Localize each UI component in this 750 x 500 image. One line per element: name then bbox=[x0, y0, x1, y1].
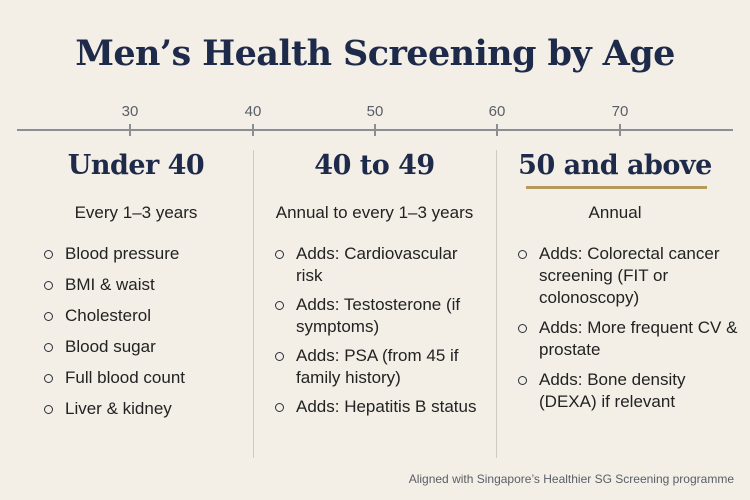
highlight-underline bbox=[526, 186, 707, 189]
list-item-text: Full blood count bbox=[65, 368, 186, 387]
column-frequency: Annual to every 1–3 years bbox=[275, 203, 474, 222]
column-heading: Under 40 bbox=[67, 150, 205, 181]
circle-bullet-icon bbox=[44, 281, 53, 290]
list-item: Blood pressure bbox=[44, 243, 244, 265]
list-item-text: Adds: More frequent CV & prostate bbox=[539, 318, 738, 359]
screening-list: Blood pressure BMI & waist Cholesterol B… bbox=[44, 243, 244, 420]
circle-bullet-icon bbox=[44, 250, 53, 259]
page-title: Men’s Health Screening by Age bbox=[75, 33, 675, 74]
axis-tick-label-60: 60 bbox=[488, 103, 506, 120]
circle-bullet-icon bbox=[518, 376, 527, 385]
list-item: Adds: Hepatitis B status bbox=[275, 396, 487, 418]
footer-note: Aligned with Singapore’s Healthier SG Sc… bbox=[408, 472, 734, 486]
list-item: BMI & waist bbox=[44, 274, 244, 296]
circle-bullet-icon bbox=[518, 250, 527, 259]
list-item: Blood sugar bbox=[44, 336, 244, 358]
column-frequency: Every 1–3 years bbox=[74, 203, 198, 222]
list-item-text: Blood pressure bbox=[65, 244, 180, 263]
list-item-text: Adds: Bone density (DEXA) if relevant bbox=[539, 370, 686, 411]
axis-tick-50 bbox=[374, 124, 376, 136]
list-item-text: Liver & kidney bbox=[65, 399, 172, 418]
axis-tick-40 bbox=[252, 124, 254, 136]
axis-tick-60 bbox=[496, 124, 498, 136]
list-item-text: Adds: Hepatitis B status bbox=[296, 397, 477, 416]
circle-bullet-icon bbox=[44, 343, 53, 352]
list-item-text: Cholesterol bbox=[65, 306, 151, 325]
circle-bullet-icon bbox=[44, 374, 53, 383]
circle-bullet-icon bbox=[275, 352, 284, 361]
axis-tick-70 bbox=[619, 124, 621, 136]
list-item-text: Adds: PSA (from 45 if family history) bbox=[296, 346, 459, 387]
axis-tick-30 bbox=[129, 124, 131, 136]
list-item: Liver & kidney bbox=[44, 398, 244, 420]
list-item: Adds: Colorectal cancer screening (FIT o… bbox=[518, 243, 738, 309]
list-item: Adds: Testosterone (if symptoms) bbox=[275, 294, 487, 338]
screening-list: Adds: Colorectal cancer screening (FIT o… bbox=[518, 243, 738, 413]
circle-bullet-icon bbox=[275, 301, 284, 310]
axis-tick-label-40: 40 bbox=[244, 103, 262, 120]
axis-tick-label-70: 70 bbox=[611, 103, 629, 120]
list-item: Adds: Cardiovascular risk bbox=[275, 243, 487, 287]
list-item: Adds: More frequent CV & prostate bbox=[518, 317, 738, 361]
list-item-text: Adds: Testosterone (if symptoms) bbox=[296, 295, 461, 336]
column-heading: 50 and above bbox=[518, 150, 712, 181]
axis-tick-label-30: 30 bbox=[121, 103, 139, 120]
list-item-text: Adds: Cardiovascular risk bbox=[296, 244, 458, 285]
list-item: Cholesterol bbox=[44, 305, 244, 327]
list-item-text: BMI & waist bbox=[65, 275, 155, 294]
screening-list: Adds: Cardiovascular risk Adds: Testoste… bbox=[275, 243, 487, 418]
list-item: Full blood count bbox=[44, 367, 244, 389]
circle-bullet-icon bbox=[275, 250, 284, 259]
circle-bullet-icon bbox=[44, 312, 53, 321]
circle-bullet-icon bbox=[275, 403, 284, 412]
axis-tick-label-50: 50 bbox=[366, 103, 384, 120]
column-heading: 40 to 49 bbox=[314, 150, 435, 181]
column-divider bbox=[496, 150, 497, 458]
circle-bullet-icon bbox=[518, 324, 527, 333]
list-item-text: Blood sugar bbox=[65, 337, 156, 356]
column-frequency: Annual bbox=[588, 203, 642, 222]
circle-bullet-icon bbox=[44, 405, 53, 414]
list-item: Adds: PSA (from 45 if family history) bbox=[275, 345, 487, 389]
list-item-text: Adds: Colorectal cancer screening (FIT o… bbox=[539, 244, 720, 307]
column-divider bbox=[253, 150, 254, 458]
list-item: Adds: Bone density (DEXA) if relevant bbox=[518, 369, 738, 413]
